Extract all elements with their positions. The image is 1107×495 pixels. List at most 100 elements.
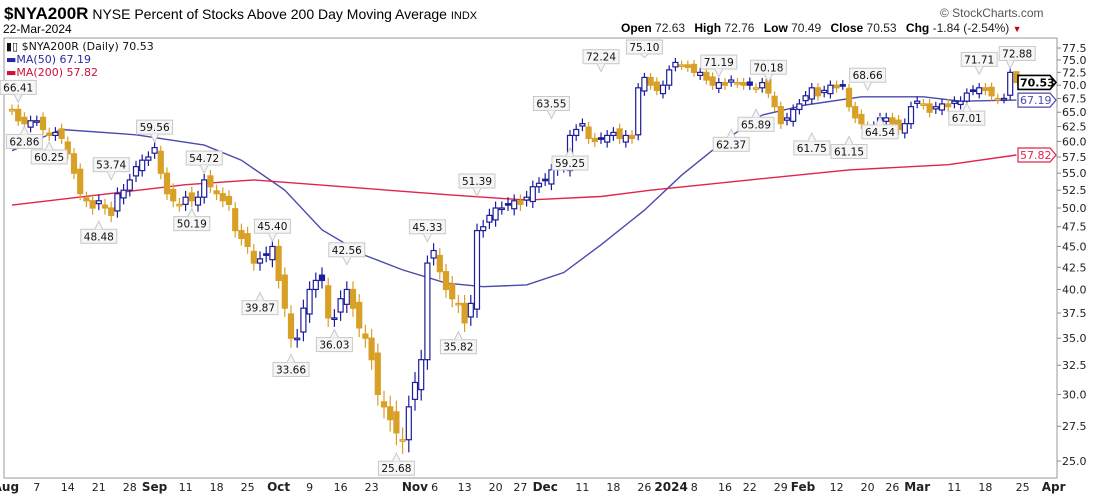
- candle-body: [690, 63, 698, 73]
- low-value: 70.49: [791, 21, 822, 35]
- candle-body: [151, 146, 158, 154]
- y-tick-label: 52.5: [1062, 184, 1087, 197]
- annotation-label: 71.71: [964, 54, 994, 66]
- symbol-name: NYSE Percent of Stocks Above 200 Day Mov…: [92, 6, 447, 22]
- price-annotation: 67.01: [948, 102, 986, 126]
- annotation-pointer: [150, 133, 160, 144]
- y-tick-label: 45.0: [1062, 240, 1087, 253]
- candle-body: [201, 179, 208, 198]
- annotation-label: 62.86: [9, 136, 39, 148]
- chart-date: 22-Mar-2024: [3, 22, 72, 36]
- candle-body: [287, 313, 295, 339]
- annotation-label: 53.74: [96, 160, 126, 172]
- candle-body: [362, 333, 369, 339]
- close-value: 70.53: [866, 21, 897, 35]
- annotation-label: 72.88: [1002, 48, 1032, 60]
- y-tick-label: 37.5: [1062, 307, 1087, 320]
- candle-body: [244, 233, 251, 248]
- candle-body: [529, 186, 536, 203]
- x-tick-label: 29: [774, 481, 788, 494]
- x-tick-label: 11: [947, 481, 961, 494]
- candle-body: [517, 200, 524, 205]
- candle-body: [796, 103, 803, 111]
- candle-body: [238, 229, 245, 240]
- candle-body: [988, 86, 995, 97]
- annotation-pointer: [472, 187, 482, 198]
- value-tag-box: [1017, 92, 1057, 108]
- x-tick-label: 9: [306, 481, 313, 494]
- candle-body: [461, 302, 468, 324]
- annotation-label: 64.54: [865, 127, 895, 139]
- annotation-label: 62.37: [716, 139, 746, 151]
- annotation-label: 33.66: [276, 364, 306, 376]
- candle-body: [312, 279, 319, 291]
- x-tick-label: 12: [830, 481, 844, 494]
- x-tick-label: 16: [718, 481, 732, 494]
- price-annotation: 63.55: [532, 95, 570, 120]
- x-tick-label: 26: [885, 481, 899, 494]
- y-tick-label: 30.0: [1062, 388, 1087, 401]
- x-tick-label: 21: [92, 481, 106, 494]
- candle-body: [1000, 97, 1008, 101]
- candle-body: [39, 116, 47, 131]
- annotation-pointer: [267, 233, 277, 243]
- candle-body: [783, 117, 791, 121]
- candle-body: [139, 159, 146, 172]
- candle-body: [920, 103, 927, 107]
- candle-body: [182, 196, 189, 205]
- annotation-label: 45.33: [412, 222, 442, 234]
- candle-body: [430, 249, 437, 259]
- candle-body: [374, 352, 381, 396]
- candle-body: [83, 197, 90, 202]
- annotation-pointer: [863, 82, 873, 92]
- candle-body: [120, 189, 127, 199]
- candle-body: [219, 193, 226, 202]
- x-tick-label: Oct: [267, 480, 290, 494]
- candle-body: [969, 89, 977, 93]
- y-tick-label: 35.0: [1062, 332, 1087, 345]
- candle-body: [281, 274, 288, 309]
- candle-body: [641, 76, 648, 92]
- candle-body: [393, 411, 400, 434]
- candle-body: [449, 283, 456, 300]
- price-annotation: 72.24: [582, 49, 620, 73]
- candle-body: [492, 207, 499, 221]
- candle-body: [33, 120, 40, 123]
- annotation-pointer: [875, 115, 885, 126]
- candle-body: [250, 250, 257, 264]
- annotation-pointer: [342, 256, 352, 266]
- candle-body: [523, 196, 530, 201]
- annotation-label: 54.72: [189, 153, 219, 165]
- open-label: Open: [621, 21, 652, 35]
- close-label: Close: [830, 21, 864, 35]
- candle-body: [858, 113, 865, 125]
- price-annotation: 45.40: [253, 218, 291, 243]
- candle-body: [622, 134, 629, 143]
- candle-body: [77, 168, 84, 195]
- high-value: 72.76: [724, 21, 755, 35]
- annotation-label: 60.25: [34, 152, 64, 164]
- price-annotation: 53.74: [92, 157, 130, 181]
- annotation-label: 35.82: [443, 342, 473, 354]
- candle-body: [604, 134, 611, 143]
- candle-body: [126, 179, 133, 191]
- annotation-pointer: [726, 128, 736, 138]
- annotation-box: [749, 59, 787, 75]
- annotation-box: [998, 45, 1036, 61]
- x-tick-label: 6: [431, 481, 438, 494]
- annotation-label: 75.10: [629, 42, 659, 54]
- open-value: 72.63: [655, 21, 686, 35]
- candle-body: [467, 302, 474, 318]
- candle-body: [232, 208, 239, 232]
- candle-body: [114, 193, 121, 212]
- value-tag-label: 70.53: [1020, 76, 1055, 89]
- candle-body: [740, 81, 747, 86]
- x-tick-label: Feb: [791, 480, 816, 494]
- annotation-pointer: [807, 131, 817, 142]
- x-tick-label: Dec: [533, 480, 558, 494]
- copyright[interactable]: © StockCharts.com: [940, 6, 1044, 20]
- price-annotation: 39.87: [241, 291, 279, 316]
- annotation-pointer: [596, 63, 606, 73]
